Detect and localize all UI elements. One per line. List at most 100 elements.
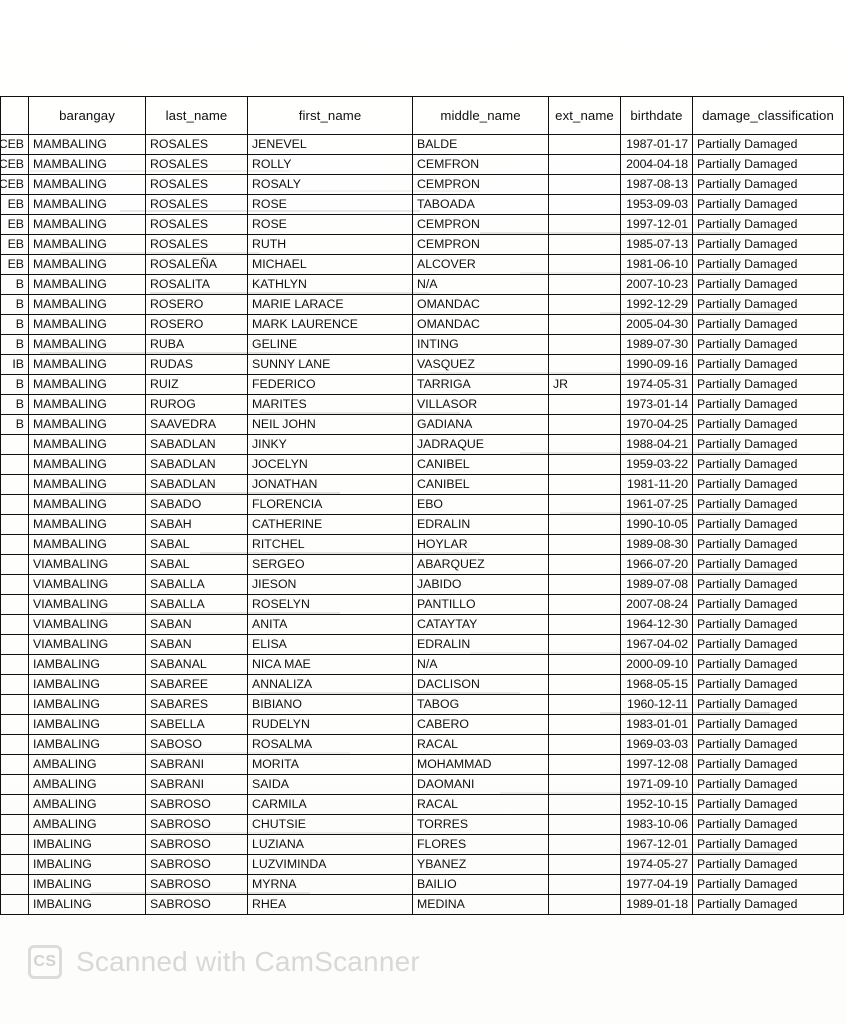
cell-barangay: MAMBALING [29, 215, 146, 235]
data-table-container: barangay last_name first_name middle_nam… [0, 96, 846, 915]
cell-city: B [1, 335, 29, 355]
cell-city: EB [1, 235, 29, 255]
cell-city [1, 615, 29, 635]
cell-first-name: ANNALIZA [248, 675, 413, 695]
cell-city [1, 435, 29, 455]
cell-birthdate: 1964-12-30 [621, 615, 693, 635]
table-row: CEB MAMBALING ROSALES ROLLY CEMFRON 2004-04-1… [1, 155, 844, 175]
cell-ext-name [549, 815, 621, 835]
column-header-damage-classification: damage_classification [693, 97, 844, 135]
cell-first-name: MYRNA [248, 875, 413, 895]
cell-ext-name [549, 535, 621, 555]
cell-damage-classification: Partially Damaged [693, 395, 844, 415]
cell-city [1, 535, 29, 555]
cell-last-name: SABRANI [146, 775, 248, 795]
cell-first-name: NICA MAE [248, 655, 413, 675]
cell-barangay: MAMBALING [29, 135, 146, 155]
table-row: IMBALING SABROSO RHEA MEDINA 1989-01-18 Parti… [1, 895, 844, 915]
cell-last-name: SABAL [146, 535, 248, 555]
cell-birthdate: 1970-04-25 [621, 415, 693, 435]
cell-middle-name: OMANDAC [413, 295, 549, 315]
cell-first-name: ROSALY [248, 175, 413, 195]
cell-ext-name [549, 615, 621, 635]
cell-city: B [1, 395, 29, 415]
cell-damage-classification: Partially Damaged [693, 635, 844, 655]
cell-last-name: SABALLA [146, 595, 248, 615]
cell-birthdate: 1967-04-02 [621, 635, 693, 655]
cell-barangay: MAMBALING [29, 435, 146, 455]
cell-birthdate: 1985-07-13 [621, 235, 693, 255]
table-row: VIAMBALING SABALLA ROSELYN PANTILLO 2007-08-… [1, 595, 844, 615]
cell-birthdate: 1987-01-17 [621, 135, 693, 155]
cell-last-name: SABAL [146, 555, 248, 575]
cell-damage-classification: Partially Damaged [693, 855, 844, 875]
column-header-ext-name: ext_name [549, 97, 621, 135]
cell-barangay: VIAMBALING [29, 595, 146, 615]
cell-first-name: FLORENCIA [248, 495, 413, 515]
cell-city [1, 515, 29, 535]
cell-last-name: ROSALES [146, 155, 248, 175]
table-row: EB MAMBALING ROSALES ROSE CEMPRON 1997-12-01 P… [1, 215, 844, 235]
cell-first-name: SERGEO [248, 555, 413, 575]
cell-ext-name [549, 295, 621, 315]
cell-last-name: SABROSO [146, 815, 248, 835]
camscanner-logo-icon: CS [28, 945, 62, 979]
cell-city: B [1, 415, 29, 435]
cell-city [1, 715, 29, 735]
cell-first-name: CHUTSIE [248, 815, 413, 835]
cell-damage-classification: Partially Damaged [693, 755, 844, 775]
cell-last-name: SABALLA [146, 575, 248, 595]
cell-last-name: SABRANI [146, 755, 248, 775]
cell-damage-classification: Partially Damaged [693, 675, 844, 695]
cell-damage-classification: Partially Damaged [693, 255, 844, 275]
cell-ext-name [549, 895, 621, 915]
cell-middle-name: CANIBEL [413, 455, 549, 475]
cell-city: EB [1, 255, 29, 275]
cell-birthdate: 2005-04-30 [621, 315, 693, 335]
cell-last-name: ROSALEÑA [146, 255, 248, 275]
cell-ext-name [549, 735, 621, 755]
cell-last-name: RUIZ [146, 375, 248, 395]
cell-middle-name: TABOADA [413, 195, 549, 215]
cell-birthdate: 2000-09-10 [621, 655, 693, 675]
cell-last-name: RUBA [146, 335, 248, 355]
cell-middle-name: CEMPRON [413, 215, 549, 235]
camscanner-watermark: CS Scanned with CamScanner [28, 945, 420, 979]
cell-birthdate: 1974-05-31 [621, 375, 693, 395]
cell-first-name: RHEA [248, 895, 413, 915]
cell-last-name: ROSALES [146, 215, 248, 235]
cell-damage-classification: Partially Damaged [693, 375, 844, 395]
cell-barangay: MAMBALING [29, 315, 146, 335]
cell-birthdate: 2007-10-23 [621, 275, 693, 295]
cell-ext-name [549, 655, 621, 675]
table-row: AMBALING SABROSO CHUTSIE TORRES 1983-10-06 Pa… [1, 815, 844, 835]
cell-ext-name [549, 875, 621, 895]
residents-damage-table: barangay last_name first_name middle_nam… [0, 96, 844, 915]
cell-damage-classification: Partially Damaged [693, 355, 844, 375]
cell-middle-name: GADIANA [413, 415, 549, 435]
cell-damage-classification: Partially Damaged [693, 335, 844, 355]
table-row: MAMBALING SABADLAN JOCELYN CANIBEL 1959-03-2… [1, 455, 844, 475]
cell-last-name: SABROSO [146, 895, 248, 915]
cell-middle-name: PANTILLO [413, 595, 549, 615]
cell-city [1, 795, 29, 815]
cell-first-name: SAIDA [248, 775, 413, 795]
table-row: EB MAMBALING ROSALES RUTH CEMPRON 1985-07-13 P… [1, 235, 844, 255]
cell-first-name: CATHERINE [248, 515, 413, 535]
cell-middle-name: RACAL [413, 795, 549, 815]
cell-last-name: SABROSO [146, 795, 248, 815]
table-row: IB MAMBALING RUDAS SUNNY LANE VASQUEZ 1990-09… [1, 355, 844, 375]
cell-city [1, 735, 29, 755]
cell-ext-name [549, 315, 621, 335]
table-row: B MAMBALING ROSERO MARIE LARACE OMANDAC 1992-… [1, 295, 844, 315]
cell-ext-name [549, 195, 621, 215]
cell-damage-classification: Partially Damaged [693, 595, 844, 615]
cell-middle-name: CANIBEL [413, 475, 549, 495]
cell-first-name: ROSALMA [248, 735, 413, 755]
cell-first-name: BIBIANO [248, 695, 413, 715]
cell-last-name: SAAVEDRA [146, 415, 248, 435]
cell-birthdate: 1989-01-18 [621, 895, 693, 915]
cell-middle-name: CEMPRON [413, 235, 549, 255]
cell-barangay: IAMBALING [29, 655, 146, 675]
cell-first-name: ANITA [248, 615, 413, 635]
